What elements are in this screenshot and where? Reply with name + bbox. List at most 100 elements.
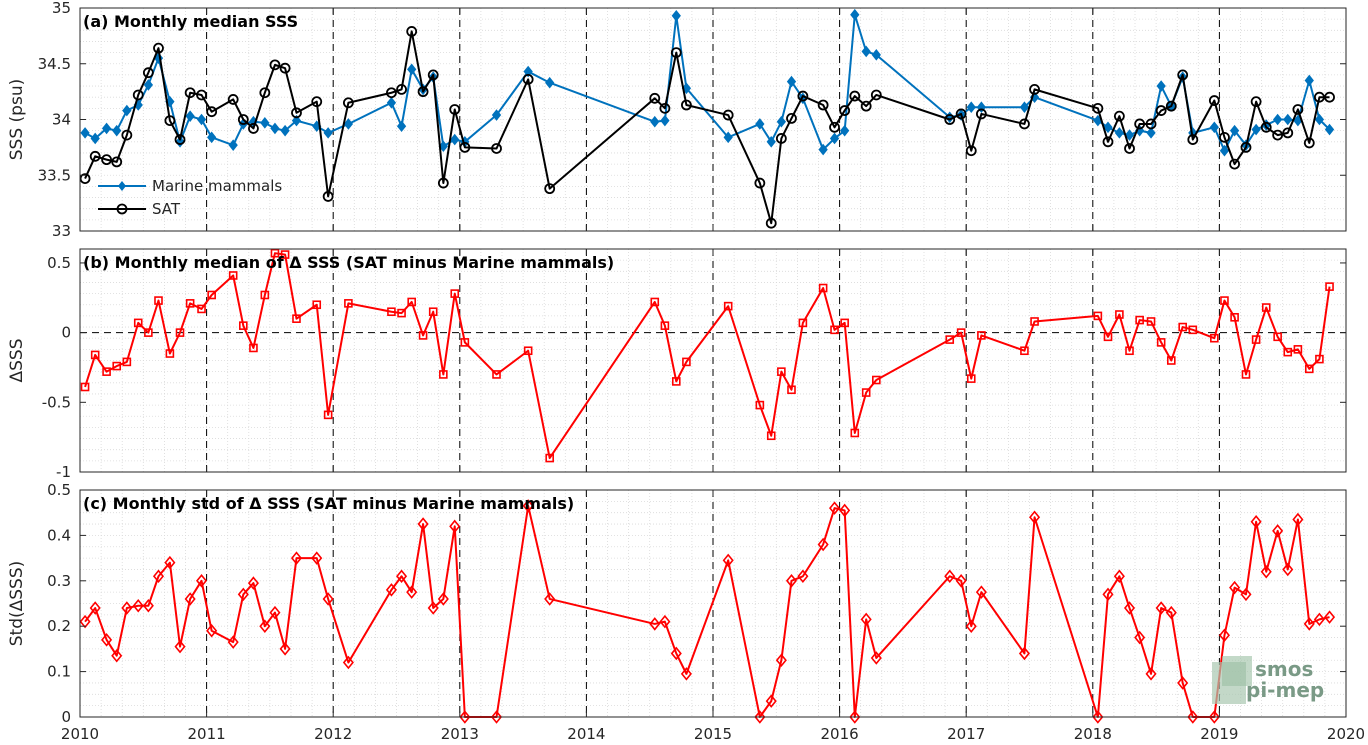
legend-label: Marine mammals — [152, 177, 282, 195]
data-point — [798, 318, 808, 328]
series-sat — [79, 26, 1335, 229]
data-point — [1166, 356, 1176, 365]
data-point — [522, 73, 534, 85]
data-point — [90, 132, 100, 145]
data-point — [311, 96, 323, 108]
data-point — [427, 601, 439, 615]
data-point — [1303, 617, 1315, 631]
grid — [79, 248, 1347, 473]
data-point — [459, 141, 471, 153]
data-point — [1293, 345, 1303, 354]
data-point — [270, 248, 280, 258]
data-point — [342, 655, 354, 670]
data-point — [1177, 676, 1189, 690]
data-point — [142, 67, 154, 79]
data-point — [1019, 118, 1030, 130]
data-point — [1123, 601, 1136, 615]
data-point — [291, 114, 302, 127]
data-point — [228, 139, 238, 151]
data-point — [1241, 370, 1251, 379]
data-point — [1113, 110, 1125, 122]
data-point — [722, 553, 734, 568]
data-point — [818, 283, 828, 293]
y-tick-label: -0.5 — [42, 393, 71, 411]
data-point — [1219, 131, 1230, 143]
data-point — [871, 49, 881, 61]
data-point — [775, 653, 787, 668]
y-tick-label: 33 — [52, 222, 71, 240]
y-tick-label: 35 — [52, 0, 71, 17]
data-point — [207, 131, 217, 144]
data-point — [1230, 312, 1239, 322]
data-point — [228, 271, 238, 280]
data-point — [776, 115, 787, 128]
data-point — [491, 143, 502, 154]
data-point — [966, 374, 976, 383]
y-tick-label: 0.1 — [47, 663, 71, 681]
data-point — [1102, 136, 1114, 148]
data-point — [1283, 113, 1293, 126]
data-point — [649, 92, 661, 104]
data-point — [660, 114, 670, 127]
data-point — [544, 592, 556, 606]
data-point — [1156, 80, 1166, 92]
data-point — [1218, 628, 1230, 643]
data-point — [279, 642, 291, 656]
data-point — [450, 133, 460, 146]
data-point — [1324, 91, 1335, 103]
panel-c: 0 0.1 0.2 0.3 0.4 0.5 2010 2011 2012 2013 2014 2015… — [7, 481, 1365, 743]
data-point — [1303, 137, 1315, 149]
data-point — [977, 331, 986, 340]
data-point — [975, 585, 987, 599]
data-point — [206, 106, 218, 118]
data-point — [1210, 333, 1219, 343]
data-point — [786, 75, 797, 88]
data-point — [1292, 512, 1304, 527]
data-point — [428, 307, 438, 317]
data-point — [544, 183, 556, 195]
data-point — [174, 639, 186, 654]
data-point — [279, 62, 291, 74]
x-tick-label: 2019 — [1200, 725, 1238, 743]
x-tick-label: 2017 — [947, 725, 985, 743]
data-point — [185, 110, 195, 122]
data-point — [1146, 317, 1156, 326]
data-point — [523, 65, 533, 78]
data-point — [1220, 296, 1229, 305]
legend-marker — [118, 181, 126, 191]
data-point — [1092, 710, 1104, 724]
data-point — [122, 104, 132, 117]
data-point — [797, 569, 809, 584]
data-point — [269, 59, 281, 71]
data-point — [1134, 630, 1146, 645]
data-point — [860, 100, 872, 112]
data-point — [818, 143, 828, 156]
data-point — [322, 592, 334, 606]
data-point — [386, 96, 397, 109]
data-point — [322, 191, 334, 202]
data-point — [132, 89, 144, 101]
data-point — [460, 338, 470, 347]
data-point — [523, 346, 533, 356]
data-point — [101, 122, 112, 135]
data-point — [830, 325, 839, 335]
y-tick-label: 34.5 — [38, 55, 71, 73]
data-point — [1030, 317, 1039, 326]
data-point — [944, 114, 956, 125]
data-point — [237, 587, 249, 602]
data-point — [765, 694, 777, 708]
data-point — [840, 318, 849, 328]
data-point — [396, 83, 407, 95]
data-point — [1209, 121, 1219, 134]
data-point — [944, 569, 956, 584]
data-point — [397, 308, 406, 318]
y-tick-label: -1 — [56, 463, 71, 481]
data-point — [417, 517, 429, 531]
data-point — [248, 123, 259, 134]
data-point — [153, 42, 164, 54]
data-point — [80, 127, 90, 139]
data-point — [797, 90, 809, 102]
data-point — [839, 503, 851, 518]
data-point — [1124, 143, 1135, 154]
data-point — [872, 375, 881, 385]
